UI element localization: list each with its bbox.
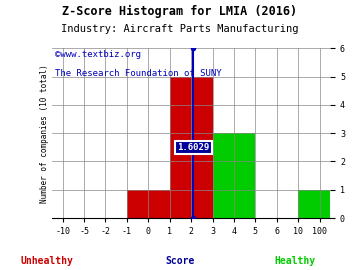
Text: 1.6029: 1.6029 — [177, 143, 210, 152]
Text: The Research Foundation of SUNY: The Research Foundation of SUNY — [55, 69, 221, 77]
Bar — [298, 190, 341, 218]
Text: Industry: Aircraft Parts Manufacturing: Industry: Aircraft Parts Manufacturing — [61, 24, 299, 34]
Bar — [127, 190, 170, 218]
Text: Healthy: Healthy — [275, 256, 316, 266]
Text: Z-Score Histogram for LMIA (2016): Z-Score Histogram for LMIA (2016) — [62, 5, 298, 18]
Text: Score: Score — [165, 256, 195, 266]
Text: Unhealthy: Unhealthy — [21, 256, 73, 266]
Text: ©www.textbiz.org: ©www.textbiz.org — [55, 50, 141, 59]
Bar — [212, 133, 255, 218]
Bar — [170, 76, 212, 218]
Y-axis label: Number of companies (10 total): Number of companies (10 total) — [40, 64, 49, 202]
